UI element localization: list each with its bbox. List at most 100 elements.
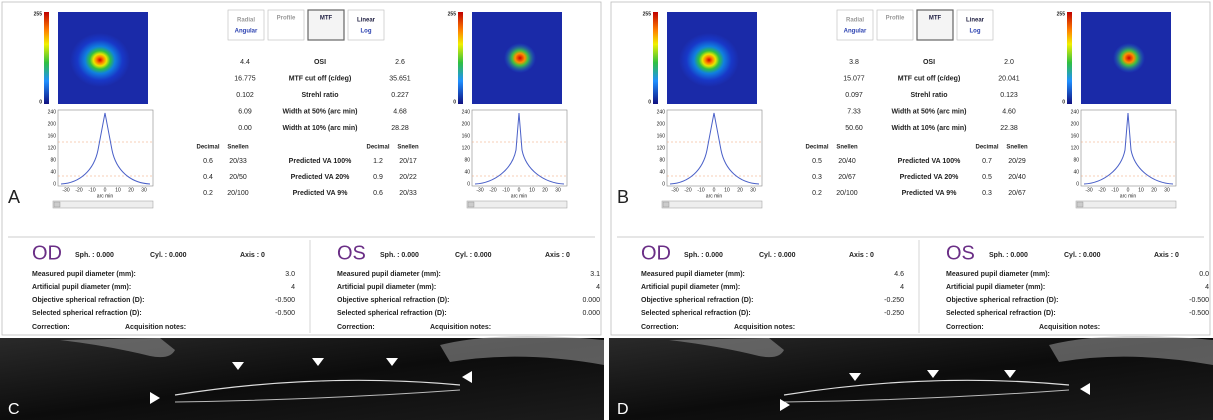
profile-plot (57, 109, 154, 187)
profile-curve (474, 112, 565, 185)
lid-tissue (440, 336, 604, 365)
acquisition-notes: Acquisition notes: (430, 324, 491, 331)
acquisition-notes: Acquisition notes: (1039, 324, 1100, 331)
x-tick-label: -10 (697, 187, 704, 193)
metric-value: 2.6 (395, 59, 405, 66)
view-button[interactable] (347, 9, 385, 41)
view-button[interactable] (836, 9, 874, 41)
va-value: 20/22 (399, 174, 417, 181)
va-header: Decimal (975, 145, 998, 151)
colorbar (44, 12, 49, 104)
button-label: Profile (277, 16, 296, 22)
scroll-thumb (53, 201, 61, 208)
x-tick-label: -30 (62, 187, 69, 193)
eye-row-value: -0.500 (1189, 297, 1209, 304)
scrollbar (661, 200, 763, 209)
x-tick-label: -10 (1111, 187, 1118, 193)
correction: Correction: (946, 324, 984, 331)
scroll-thumb (467, 201, 475, 208)
view-button[interactable] (267, 9, 305, 41)
button-label: Angular (235, 29, 258, 35)
va-label: Predicted VA 20% (900, 174, 960, 181)
x-tick-label: -30 (671, 187, 678, 193)
x-tick-label: 10 (1138, 187, 1144, 193)
y-tick-label: 200 (1071, 121, 1080, 127)
eye-row-label: Objective spherical refraction (D): (946, 297, 1058, 304)
va-label: Predicted VA 9% (902, 190, 958, 197)
metric-label: Strehl ratio (302, 92, 339, 99)
colorbar-min: 0 (39, 99, 42, 105)
cylinder: Cyl. : 0.000 (1064, 252, 1101, 259)
correction: Correction: (32, 324, 70, 331)
eye-row-value: -0.500 (1189, 310, 1209, 317)
va-value: 20/33 (229, 158, 247, 165)
view-button[interactable] (227, 9, 265, 41)
metric-label: MTF cut off (c/deg) (289, 75, 352, 82)
va-header: Decimal (805, 145, 828, 151)
scrollbar (466, 200, 568, 209)
colorbar-max: 255 (448, 11, 457, 17)
va-value: 0.5 (982, 174, 992, 181)
va-value: 0.6 (373, 190, 383, 197)
va-value: 20/29 (1008, 158, 1026, 165)
y-tick-label: 80 (464, 157, 470, 163)
sphere: Sph. : 0.000 (989, 252, 1028, 259)
y-tick-label: 0 (1076, 181, 1079, 187)
metric-label: MTF cut off (c/deg) (898, 75, 961, 82)
x-tick-label: 30 (141, 187, 147, 193)
button-label: Profile (886, 16, 905, 22)
y-tick-label: 160 (462, 133, 471, 139)
eye-row-value: 4 (1205, 284, 1209, 291)
view-button[interactable] (916, 9, 954, 41)
y-tick-label: 40 (50, 169, 56, 175)
va-header: Decimal (196, 145, 219, 151)
metric-value: 35.651 (389, 75, 411, 82)
arrowhead (386, 358, 398, 366)
metric-label: OSI (923, 59, 935, 66)
view-button[interactable] (307, 9, 345, 41)
metric-value: 6.09 (238, 108, 252, 115)
button-label: Linear (357, 18, 376, 24)
va-value: 0.2 (203, 190, 213, 197)
eye-row-value: -0.250 (884, 310, 904, 317)
y-tick-label: 80 (1073, 157, 1079, 163)
y-tick-label: 40 (659, 169, 665, 175)
y-tick-label: 40 (464, 169, 470, 175)
y-tick-label: 80 (50, 157, 56, 163)
button-label: Linear (966, 18, 985, 24)
view-button[interactable] (956, 9, 994, 41)
colorbar-min: 0 (648, 99, 651, 105)
axis: Axis : 0 (1154, 252, 1179, 259)
eye-row-label: Selected spherical refraction (D): (32, 310, 142, 317)
metric-value: 0.00 (238, 125, 252, 132)
profile-plot (666, 109, 763, 187)
eye-row-label: Artificial pupil diameter (mm): (641, 284, 740, 291)
metric-label: Width at 50% (arc min) (891, 108, 966, 115)
button-label: Angular (844, 29, 867, 35)
metric-value: 4.68 (393, 108, 407, 115)
cylinder: Cyl. : 0.000 (150, 252, 187, 259)
metric-value: 4.4 (240, 59, 250, 66)
button-label: MTF (320, 16, 333, 22)
colorbar (458, 12, 463, 104)
y-tick-label: 240 (462, 109, 471, 115)
y-tick-label: 200 (48, 121, 57, 127)
va-value: 0.3 (982, 190, 992, 197)
y-tick-label: 240 (657, 109, 666, 115)
button-label: Log (970, 29, 981, 35)
view-button[interactable] (876, 9, 914, 41)
eye-name: OD (641, 242, 671, 264)
metric-value: 22.38 (1000, 125, 1018, 132)
lid-tissue (60, 338, 175, 358)
va-value: 20/17 (399, 158, 417, 165)
metric-value: 0.097 (845, 92, 863, 99)
eye-row-value: 3.1 (590, 271, 600, 278)
eye-name: OS (337, 242, 366, 264)
x-tick-label: -20 (1098, 187, 1105, 193)
va-label: Predicted VA 9% (293, 190, 349, 197)
button-label: Radial (846, 18, 864, 24)
metric-label: OSI (314, 59, 326, 66)
metric-label: Strehl ratio (911, 92, 948, 99)
metric-label: Width at 10% (arc min) (282, 125, 357, 132)
